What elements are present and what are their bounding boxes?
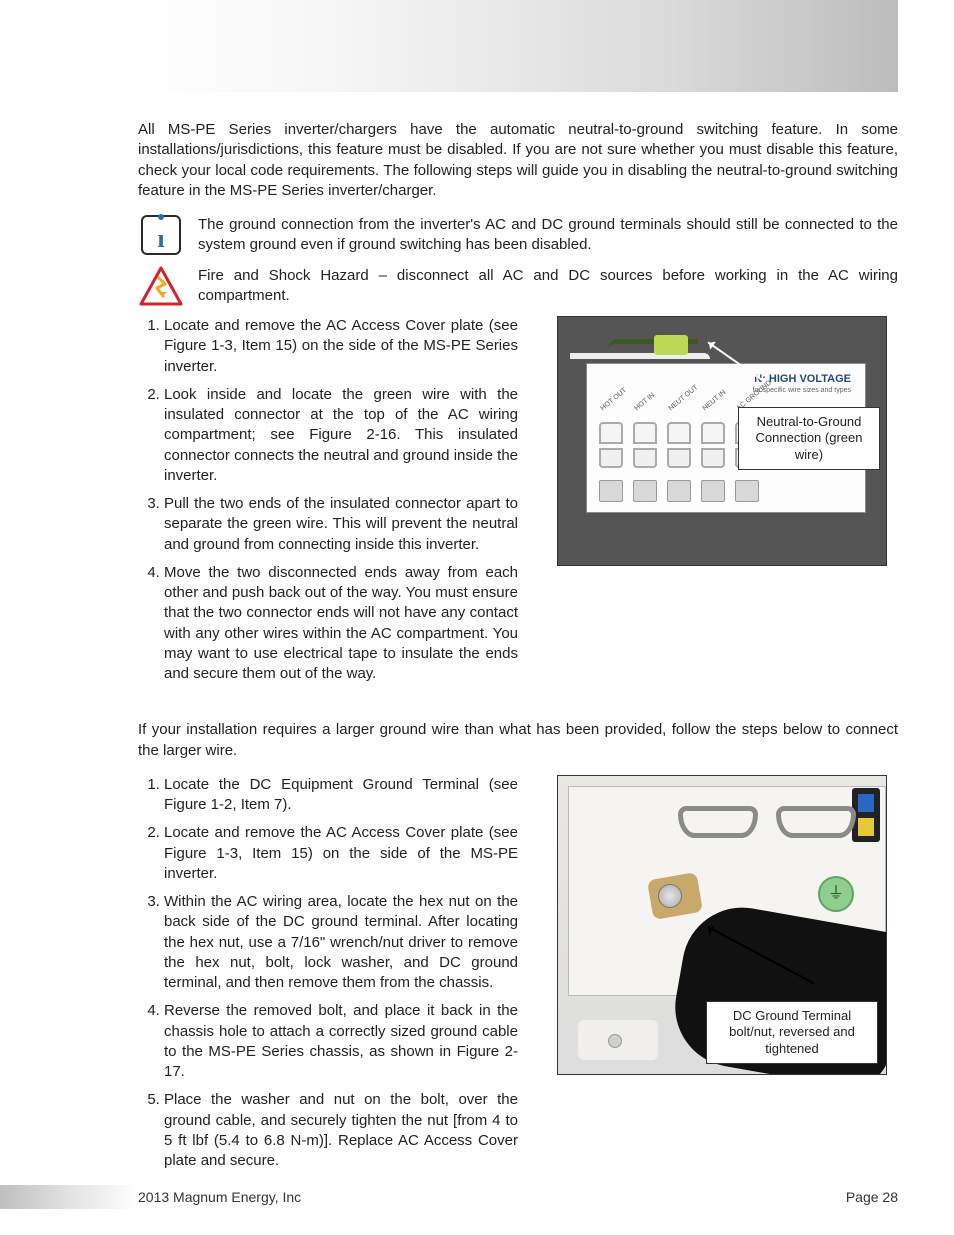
section-b: Locate the DC Equipment Ground Terminal … <box>138 775 898 1180</box>
intro-paragraph: All MS-PE Series inverter/chargers have … <box>138 120 898 201</box>
page-content: All MS-PE Series inverter/chargers have … <box>138 120 898 1179</box>
figure-2-photo: ⏚ DC Ground Terminal bolt/nut, reversed … <box>557 775 887 1075</box>
step-b2: Locate and remove the AC Access Cover pl… <box>164 823 518 884</box>
info-icon: ı <box>138 215 184 255</box>
step-b4: Reverse the removed bolt, and place it b… <box>164 1001 518 1082</box>
step-a1: Locate and remove the AC Access Cover pl… <box>164 316 518 377</box>
footer-page: Page 28 <box>846 1189 898 1205</box>
mid-paragraph: If your installation requires a larger g… <box>138 720 898 761</box>
fig2-rj-ports <box>852 788 880 842</box>
warning-text: Fire and Shock Hazard – disconnect all A… <box>198 266 898 307</box>
header-gradient <box>138 0 898 92</box>
ground-icon: ⏚ <box>818 876 854 912</box>
step-a2: Look inside and locate the green wire wi… <box>164 385 518 486</box>
steps-a: Locate and remove the AC Access Cover pl… <box>138 316 518 692</box>
step-a4: Move the two disconnected ends away from… <box>164 563 518 685</box>
footer-copyright: 2013 Magnum Energy, Inc <box>138 1189 301 1205</box>
fig1-callout-text: Neutral-to-Ground Connection (green wire… <box>749 414 869 463</box>
figure-2-wrap: ⏚ DC Ground Terminal bolt/nut, reversed … <box>546 775 898 1180</box>
fig1-term-label-1: HOT IN <box>633 391 657 413</box>
step-b3: Within the AC wiring area, locate the he… <box>164 892 518 993</box>
footer: 2013 Magnum Energy, Inc Page 28 <box>0 1185 898 1209</box>
fig2-callout: DC Ground Terminal bolt/nut, reversed an… <box>706 1001 878 1064</box>
figure-1-photo: N: HIGH VOLTAGE for specific wire sizes … <box>557 316 887 566</box>
steps-b: Locate the DC Equipment Ground Terminal … <box>138 775 518 1180</box>
step-b1: Locate the DC Equipment Ground Terminal … <box>164 775 518 816</box>
step-a3: Pull the two ends of the insulated conne… <box>164 494 518 555</box>
info-callout: ı The ground connection from the inverte… <box>138 215 898 256</box>
section-a: Locate and remove the AC Access Cover pl… <box>138 316 898 692</box>
footer-gradient <box>0 1185 138 1209</box>
info-text: The ground connection from the inverter'… <box>198 215 898 256</box>
warning-icon <box>138 266 184 306</box>
step-b5: Place the washer and nut on the bolt, ov… <box>164 1090 518 1171</box>
figure-1-wrap: N: HIGH VOLTAGE for specific wire sizes … <box>546 316 898 692</box>
fig2-callout-text: DC Ground Terminal bolt/nut, reversed an… <box>717 1008 867 1057</box>
fig1-term-label-0: HOT OUT <box>599 386 629 413</box>
fig1-callout: Neutral-to-Ground Connection (green wire… <box>738 407 880 470</box>
warning-callout: Fire and Shock Hazard – disconnect all A… <box>138 266 898 307</box>
